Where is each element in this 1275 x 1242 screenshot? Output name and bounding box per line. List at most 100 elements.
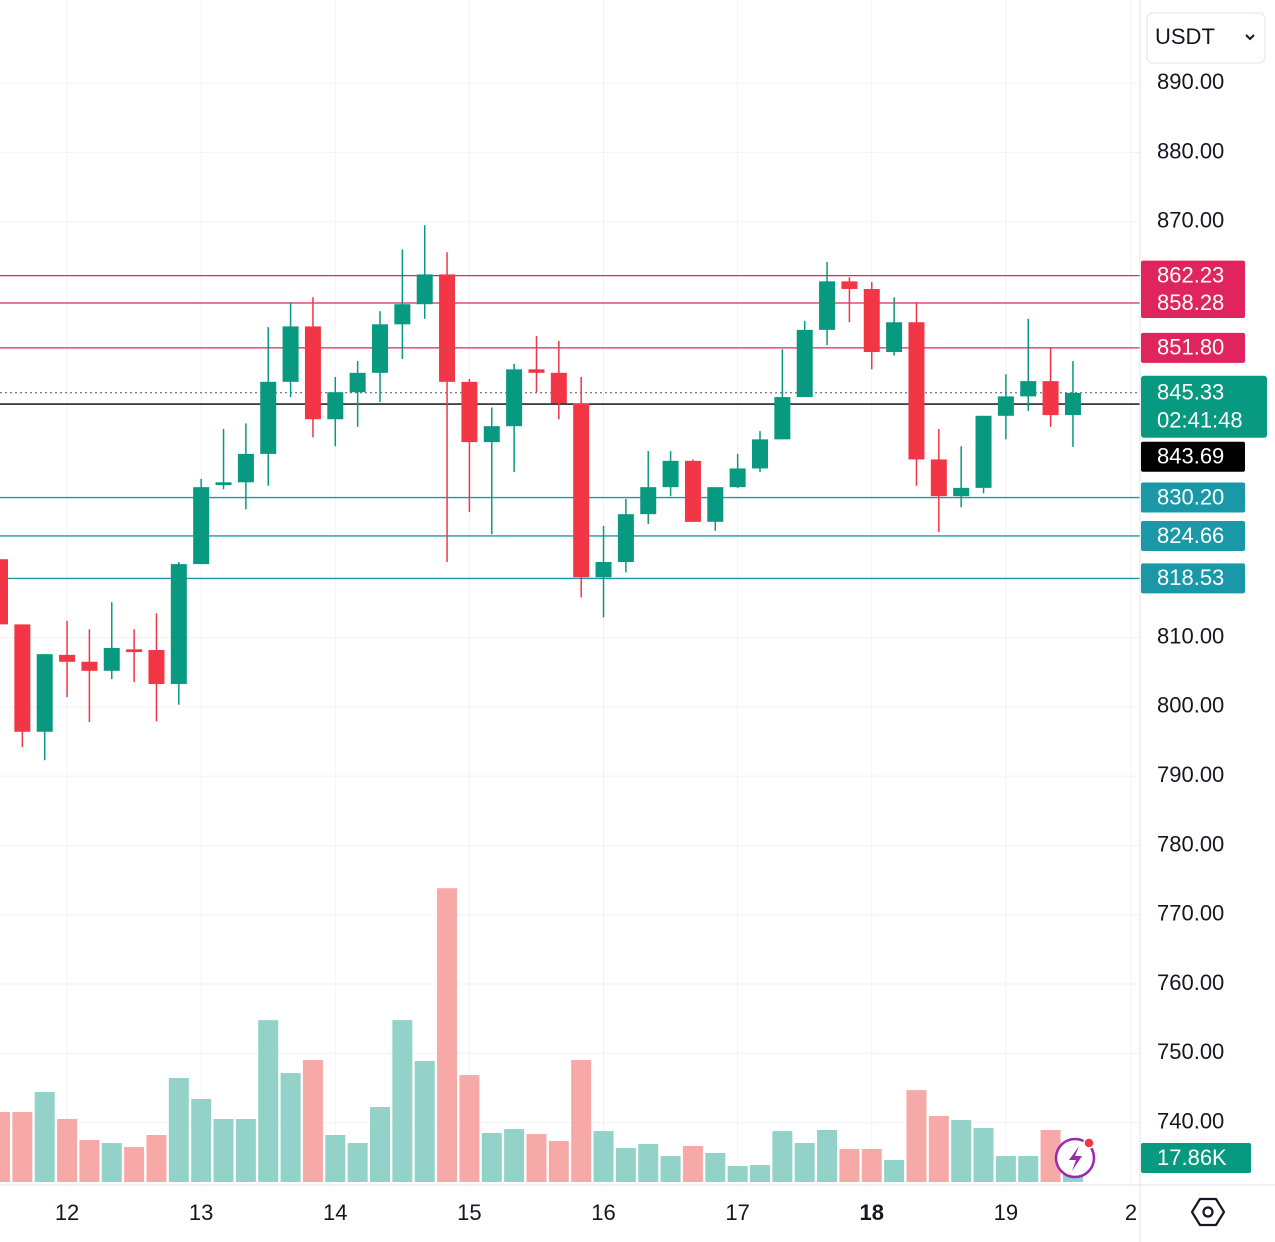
x-tick-label: 13 xyxy=(189,1200,213,1225)
marker-price-box xyxy=(1141,441,1245,472)
y-tick-label: 800.00 xyxy=(1157,693,1224,718)
volume-bar xyxy=(571,1060,592,1182)
x-tick-label: 18 xyxy=(860,1200,884,1225)
candle-body xyxy=(193,487,210,565)
volume-bar xyxy=(526,1134,547,1182)
y-tick-label: 870.00 xyxy=(1157,208,1224,233)
volume-bar xyxy=(325,1134,346,1182)
candle-body xyxy=(550,372,567,404)
volume-bar xyxy=(414,1061,435,1182)
volume-bar xyxy=(168,1078,189,1182)
level-label: 851.80 xyxy=(1157,335,1224,360)
y-tick-label: 810.00 xyxy=(1157,623,1224,648)
candle-body xyxy=(930,459,947,497)
volume-bar xyxy=(459,1075,480,1182)
candle-body xyxy=(304,326,321,420)
volume-bar xyxy=(1040,1130,1061,1182)
candle-body xyxy=(394,304,411,325)
y-tick-label: 740.00 xyxy=(1157,1108,1224,1133)
volume-bar xyxy=(928,1116,949,1182)
volume-bar xyxy=(34,1091,55,1182)
volume-bar xyxy=(548,1141,569,1182)
level-label-box xyxy=(1141,260,1245,291)
level-label-box xyxy=(1141,332,1245,363)
x-tick-label: 12 xyxy=(55,1200,79,1225)
volume-bar xyxy=(258,1020,279,1182)
level-label-box xyxy=(1141,520,1245,551)
y-tick-label: 790.00 xyxy=(1157,762,1224,787)
currency-box[interactable] xyxy=(1146,12,1266,64)
candle-body xyxy=(81,661,98,671)
volume-bar xyxy=(101,1143,122,1182)
candle-body xyxy=(640,487,657,515)
currency-label[interactable]: USDT xyxy=(1155,24,1215,49)
volume-bar xyxy=(660,1156,681,1182)
candles xyxy=(0,225,1081,761)
volume-bar xyxy=(593,1131,614,1182)
volume-bar xyxy=(191,1098,212,1182)
candle-body xyxy=(349,372,366,393)
volume-bar xyxy=(481,1132,502,1182)
candle-body xyxy=(148,650,165,684)
price-levels xyxy=(0,274,1140,580)
volume-bar xyxy=(79,1139,100,1182)
volume-bar xyxy=(302,1060,323,1182)
level-label-box xyxy=(1141,287,1245,318)
last-price-label: 845.33 xyxy=(1157,380,1224,405)
volume-bar xyxy=(504,1129,525,1182)
level-label: 862.23 xyxy=(1157,262,1224,287)
volume-bar xyxy=(638,1143,659,1182)
y-tick-label: 760.00 xyxy=(1157,970,1224,995)
dropdown-chevron[interactable] xyxy=(1245,34,1255,41)
candle-body xyxy=(506,369,523,427)
candle-body xyxy=(886,322,903,353)
currency-selector[interactable]: USDT xyxy=(1146,12,1266,64)
candle-body xyxy=(819,281,836,330)
candle-body xyxy=(483,426,500,443)
candle-body xyxy=(684,460,701,522)
price-labels: 862.23 858.28 851.80 830.20 824.66 818.53 845.… xyxy=(1141,260,1267,1174)
volume-bar xyxy=(124,1147,145,1182)
marker-price-label: 843.69 xyxy=(1157,444,1224,469)
candle-body xyxy=(14,624,31,732)
volume-label-box xyxy=(1141,1143,1251,1174)
countdown-label: 02:41:48 xyxy=(1157,408,1243,433)
candle-body xyxy=(36,654,53,732)
settings-center[interactable] xyxy=(1202,1206,1214,1218)
level-label-box xyxy=(1141,482,1245,513)
volume-bar xyxy=(906,1090,927,1182)
y-tick-label: 890.00 xyxy=(1157,69,1224,94)
volume-bar xyxy=(370,1107,390,1182)
level-label: 830.20 xyxy=(1157,484,1224,509)
volume-label: 17.86K xyxy=(1157,1145,1227,1170)
volume-bar xyxy=(213,1118,234,1182)
volume-bar xyxy=(995,1156,1016,1182)
candle-body xyxy=(997,396,1014,416)
candle-body xyxy=(774,397,791,440)
x-tick-label: 15 xyxy=(457,1200,481,1225)
candle-body xyxy=(1064,392,1081,416)
candle-body xyxy=(282,326,299,382)
volume-bar xyxy=(0,1112,10,1182)
lightning-button[interactable] xyxy=(1054,1137,1096,1179)
candle-body xyxy=(103,647,120,671)
volume-bar xyxy=(839,1148,860,1182)
candle-body xyxy=(215,482,232,486)
y-tick-label: 770.00 xyxy=(1157,901,1224,926)
volume-bar xyxy=(615,1148,636,1182)
candle-body xyxy=(908,322,925,460)
candle-body xyxy=(528,369,545,373)
volume-bar xyxy=(1018,1156,1039,1182)
candle-body xyxy=(975,415,992,488)
last-price-box xyxy=(1141,375,1267,438)
candle-body xyxy=(439,274,456,382)
settings-hexagon[interactable] xyxy=(1190,1197,1226,1227)
candle-body xyxy=(327,392,344,420)
settings-button[interactable] xyxy=(1190,1197,1226,1227)
x-tick-label: 17 xyxy=(725,1200,749,1225)
candle-body xyxy=(416,274,433,305)
volume-bar xyxy=(146,1134,167,1182)
candle-body xyxy=(617,514,634,563)
lightning-bolt[interactable] xyxy=(1069,1146,1082,1171)
